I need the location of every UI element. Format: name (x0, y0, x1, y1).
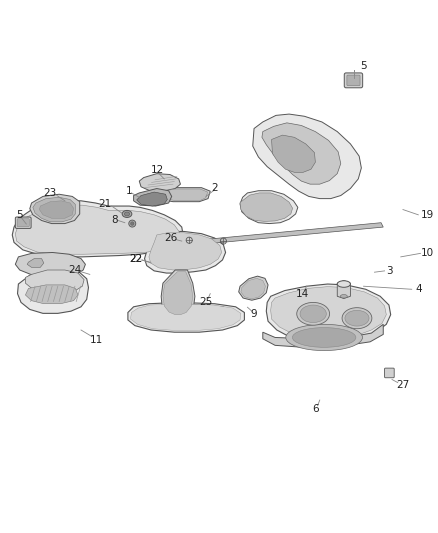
Text: 8: 8 (111, 215, 118, 224)
Polygon shape (18, 269, 88, 313)
Polygon shape (39, 201, 74, 219)
Polygon shape (138, 304, 232, 326)
Polygon shape (15, 205, 180, 254)
Polygon shape (241, 278, 265, 299)
Text: 25: 25 (199, 296, 212, 306)
Text: 2: 2 (211, 183, 218, 192)
Text: 27: 27 (396, 379, 410, 390)
Polygon shape (197, 223, 383, 245)
FancyBboxPatch shape (15, 217, 31, 229)
Text: 22: 22 (129, 254, 142, 264)
Polygon shape (239, 276, 268, 300)
Ellipse shape (340, 295, 347, 298)
Polygon shape (253, 114, 361, 199)
Polygon shape (240, 193, 293, 221)
Text: 9: 9 (251, 309, 258, 319)
Text: 21: 21 (99, 199, 112, 209)
Text: 6: 6 (312, 404, 319, 414)
Polygon shape (149, 233, 222, 270)
Polygon shape (12, 201, 183, 257)
Polygon shape (30, 194, 80, 223)
Text: 19: 19 (420, 210, 434, 220)
Ellipse shape (300, 305, 326, 322)
Polygon shape (27, 259, 44, 268)
Polygon shape (271, 287, 386, 338)
Polygon shape (25, 270, 84, 293)
Text: 4: 4 (415, 284, 422, 294)
FancyBboxPatch shape (347, 75, 360, 86)
Polygon shape (145, 231, 226, 273)
FancyBboxPatch shape (344, 73, 363, 88)
Polygon shape (33, 197, 75, 222)
Text: 5: 5 (16, 210, 23, 220)
Polygon shape (240, 191, 298, 223)
Polygon shape (15, 253, 85, 276)
Circle shape (131, 222, 134, 225)
Ellipse shape (124, 212, 130, 216)
Text: 22: 22 (129, 254, 142, 264)
Polygon shape (337, 280, 350, 298)
Circle shape (129, 220, 136, 227)
Text: 26: 26 (164, 233, 177, 243)
Text: 12: 12 (151, 165, 164, 175)
Ellipse shape (345, 310, 369, 326)
FancyBboxPatch shape (385, 368, 394, 378)
Text: 1: 1 (126, 186, 133, 196)
Ellipse shape (342, 308, 372, 329)
Text: 3: 3 (386, 266, 393, 276)
Polygon shape (262, 123, 341, 184)
Polygon shape (163, 272, 193, 314)
Ellipse shape (297, 302, 329, 325)
Ellipse shape (286, 324, 362, 351)
Polygon shape (161, 270, 195, 317)
Polygon shape (137, 192, 167, 206)
Ellipse shape (337, 281, 350, 287)
Polygon shape (263, 324, 383, 348)
Polygon shape (128, 302, 244, 332)
Ellipse shape (122, 211, 132, 217)
Polygon shape (25, 285, 78, 304)
FancyBboxPatch shape (17, 219, 29, 227)
Polygon shape (131, 304, 241, 330)
Polygon shape (155, 188, 210, 201)
Ellipse shape (293, 328, 356, 348)
Text: 11: 11 (90, 335, 103, 345)
Text: 14: 14 (296, 289, 309, 298)
Text: 5: 5 (360, 61, 367, 71)
Text: 23: 23 (44, 188, 57, 198)
Polygon shape (266, 284, 391, 341)
Polygon shape (158, 189, 208, 200)
Text: 10: 10 (420, 248, 434, 259)
Polygon shape (139, 174, 180, 191)
Text: 24: 24 (68, 265, 81, 275)
Polygon shape (272, 135, 315, 172)
Polygon shape (134, 189, 172, 206)
